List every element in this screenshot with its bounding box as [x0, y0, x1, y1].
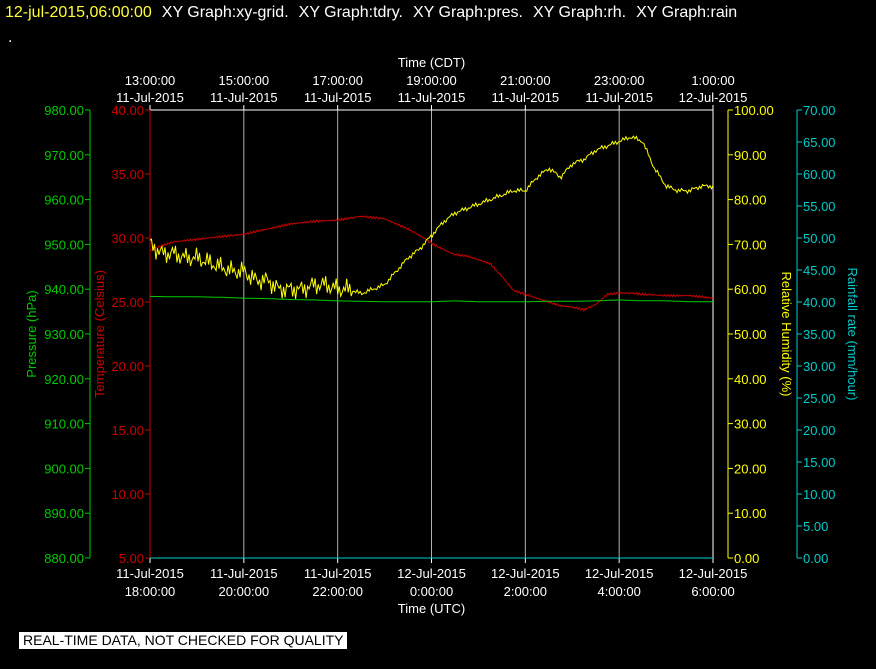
x-top-tick-time: 1:00:00	[691, 73, 734, 88]
pressure-tick-label: 970.00	[44, 148, 84, 163]
rainfall-tick-label: 15.00	[803, 455, 836, 470]
x-bottom-axis-label: Time (UTC)	[398, 601, 465, 616]
rainfall-tick-label: 0.00	[803, 551, 828, 566]
temperature-axis-label: Temperature (Celsius)	[92, 270, 107, 398]
humidity-series-line	[149, 135, 714, 300]
temperature-tick-label: 15.00	[111, 423, 144, 438]
temperature-tick-label: 20.00	[111, 359, 144, 374]
graph-label-tdry: XY Graph:tdry.	[298, 4, 403, 21]
title-dot: .	[8, 30, 13, 46]
humidity-tick-label: 40.00	[734, 372, 767, 387]
rainfall-tick-label: 50.00	[803, 231, 836, 246]
x-bottom-tick-date: 11-Jul-2015	[304, 566, 372, 581]
humidity-tick-label: 30.00	[734, 417, 767, 432]
rainfall-tick-label: 60.00	[803, 167, 836, 182]
rainfall-tick-label: 65.00	[803, 135, 836, 150]
temperature-tick-label: 40.00	[111, 103, 144, 118]
x-bottom-tick-time: 0:00:00	[410, 584, 453, 599]
rainfall-tick-label: 55.00	[803, 199, 836, 214]
x-bottom-tick-date: 12-Jul-2015	[585, 566, 654, 581]
humidity-tick-label: 70.00	[734, 237, 767, 252]
rainfall-tick-label: 45.00	[803, 263, 836, 278]
x-top-tick-date: 11-Jul-2015	[210, 90, 278, 105]
graph-label-rain: XY Graph:rain	[636, 4, 738, 21]
humidity-tick-label: 60.00	[734, 282, 767, 297]
rainfall-tick-label: 70.00	[803, 103, 836, 118]
humidity-tick-label: 20.00	[734, 461, 767, 476]
x-bottom-tick-time: 2:00:00	[504, 584, 547, 599]
humidity-tick-label: 0.00	[734, 551, 759, 566]
x-top-tick-time: 15:00:00	[219, 73, 270, 88]
pressure-tick-label: 950.00	[44, 237, 84, 252]
x-bottom-tick-date: 11-Jul-2015	[116, 566, 184, 581]
pressure-tick-label: 920.00	[44, 372, 84, 387]
quality-notice: REAL-TIME DATA, NOT CHECKED FOR QUALITY	[19, 632, 348, 649]
pressure-series-line	[150, 295, 713, 303]
rainfall-tick-label: 25.00	[803, 391, 836, 406]
humidity-tick-label: 80.00	[734, 193, 767, 208]
temperature-tick-label: 25.00	[111, 295, 144, 310]
pressure-tick-label: 880.00	[44, 551, 84, 566]
temperature-tick-label: 35.00	[111, 167, 144, 182]
humidity-tick-label: 50.00	[734, 327, 767, 342]
rainfall-tick-label: 35.00	[803, 327, 836, 342]
x-top-tick-date: 11-Jul-2015	[398, 90, 466, 105]
title-bar: 12-jul-2015,06:00:00 XY Graph:xy-grid. XY …	[5, 4, 737, 22]
pressure-tick-label: 980.00	[44, 103, 84, 118]
humidity-tick-label: 10.00	[734, 506, 767, 521]
x-top-tick-time: 13:00:00	[125, 73, 176, 88]
x-top-tick-date: 11-Jul-2015	[304, 90, 372, 105]
x-top-tick-date: 11-Jul-2015	[585, 90, 653, 105]
pressure-tick-label: 900.00	[44, 461, 84, 476]
x-top-tick-time: 19:00:00	[406, 73, 457, 88]
x-bottom-tick-time: 22:00:00	[312, 584, 363, 599]
x-bottom-tick-time: 20:00:00	[219, 584, 270, 599]
x-top-tick-date: 11-Jul-2015	[491, 90, 559, 105]
temperature-tick-label: 30.00	[111, 231, 144, 246]
x-bottom-tick-time: 4:00:00	[597, 584, 640, 599]
pressure-tick-label: 910.00	[44, 417, 84, 432]
x-bottom-tick-date: 12-Jul-2015	[397, 566, 466, 581]
x-bottom-tick-time: 6:00:00	[691, 584, 734, 599]
x-top-tick-time: 21:00:00	[500, 73, 551, 88]
pressure-tick-label: 960.00	[44, 193, 84, 208]
graph-label-pres: XY Graph:pres.	[413, 4, 523, 21]
x-top-tick-date: 11-Jul-2015	[116, 90, 184, 105]
pressure-tick-label: 930.00	[44, 327, 84, 342]
rainfall-tick-label: 40.00	[803, 295, 836, 310]
x-bottom-tick-date: 11-Jul-2015	[210, 566, 278, 581]
rainfall-tick-label: 20.00	[803, 423, 836, 438]
graph-label-rh: XY Graph:rh.	[532, 4, 627, 21]
humidity-tick-label: 100.00	[734, 103, 774, 118]
x-top-tick-time: 17:00:00	[312, 73, 363, 88]
rainfall-tick-label: 30.00	[803, 359, 836, 374]
rainfall-tick-label: 5.00	[803, 519, 828, 534]
pressure-tick-label: 940.00	[44, 282, 84, 297]
pressure-axis-label: Pressure (hPa)	[24, 290, 39, 377]
timestamp: 12-jul-2015,06:00:00	[5, 4, 152, 21]
rainfall-tick-label: 10.00	[803, 487, 836, 502]
x-bottom-tick-date: 12-Jul-2015	[491, 566, 560, 581]
pressure-tick-label: 890.00	[44, 506, 84, 521]
humidity-axis-label: Relative Humidity (%)	[779, 272, 794, 397]
graph-label-xy-grid: XY Graph:xy-grid.	[161, 4, 289, 21]
x-top-axis-label: Time (CDT)	[398, 55, 465, 70]
x-top-tick-time: 23:00:00	[594, 73, 645, 88]
x-bottom-tick-time: 18:00:00	[125, 584, 176, 599]
temperature-tick-label: 10.00	[111, 487, 144, 502]
x-top-tick-date: 12-Jul-2015	[679, 90, 748, 105]
temperature-series-line	[149, 215, 714, 312]
temperature-tick-label: 5.00	[119, 551, 144, 566]
rainfall-axis-label: Rainfall rate (mm/hour)	[845, 268, 860, 401]
humidity-tick-label: 90.00	[734, 148, 767, 163]
x-bottom-tick-date: 12-Jul-2015	[679, 566, 748, 581]
